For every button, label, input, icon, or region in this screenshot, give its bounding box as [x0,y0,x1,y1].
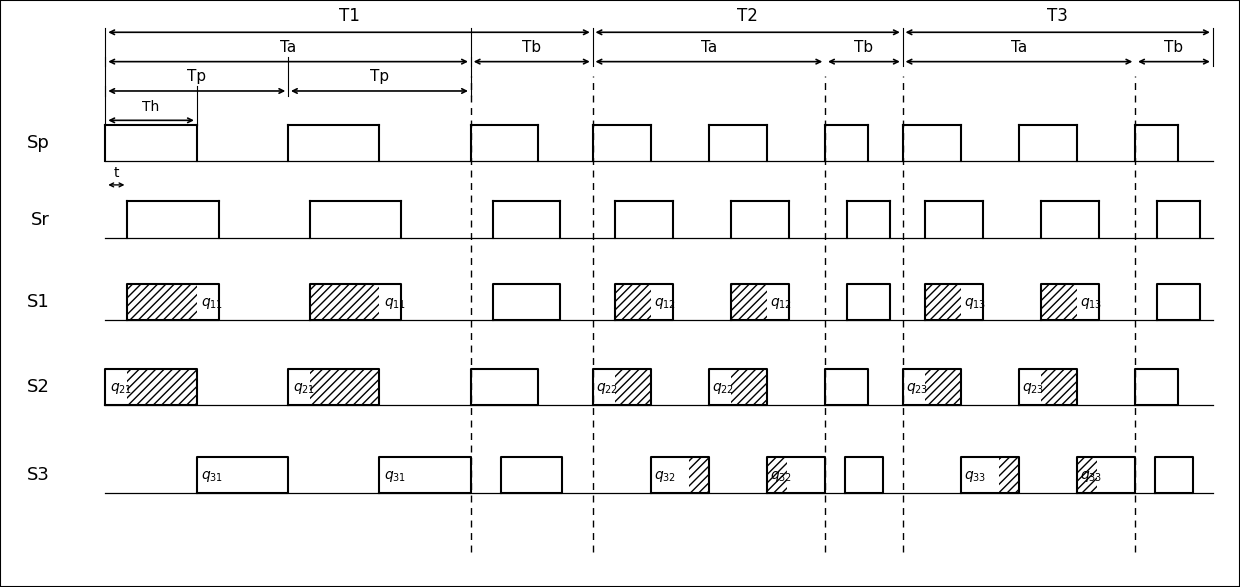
Text: T1: T1 [339,7,360,25]
Bar [730,369,768,405]
Text: Th: Th [143,100,160,114]
Bar [925,284,961,320]
Text: Tb: Tb [522,39,542,55]
Text: $q_{22}$: $q_{22}$ [595,381,618,396]
Bar [310,369,379,405]
Text: $q_{11}$: $q_{11}$ [384,296,407,311]
Bar [768,457,787,493]
Text: $q_{22}$: $q_{22}$ [712,381,734,396]
Text: Tb: Tb [1164,39,1183,55]
Text: $q_{12}$: $q_{12}$ [770,296,792,311]
Bar [730,284,768,320]
Text: $q_{13}$: $q_{13}$ [963,296,986,311]
Text: $q_{32}$: $q_{32}$ [770,469,792,484]
Bar [925,369,961,405]
Text: Ta: Ta [1011,39,1027,55]
Text: $q_{33}$: $q_{33}$ [1080,469,1102,484]
Text: Tp: Tp [187,69,206,84]
Text: S2: S2 [27,378,50,396]
Bar [615,284,651,320]
Text: Ta: Ta [701,39,717,55]
Text: Sr: Sr [31,211,50,228]
Text: Tb: Tb [854,39,873,55]
Bar [998,457,1019,493]
Bar [1040,284,1078,320]
Bar [128,369,197,405]
Text: $q_{12}$: $q_{12}$ [653,296,676,311]
Text: S1: S1 [27,293,50,311]
Text: Sp: Sp [27,134,50,152]
Text: $q_{31}$: $q_{31}$ [201,469,223,484]
Text: $q_{23}$: $q_{23}$ [1022,381,1044,396]
Text: $q_{21}$: $q_{21}$ [110,381,133,396]
Text: $q_{23}$: $q_{23}$ [905,381,928,396]
Bar [128,284,197,320]
Bar [310,284,379,320]
Text: $q_{13}$: $q_{13}$ [1080,296,1102,311]
Text: S3: S3 [27,466,50,484]
Text: $q_{32}$: $q_{32}$ [653,469,676,484]
Text: $q_{33}$: $q_{33}$ [963,469,986,484]
Text: t: t [114,166,119,180]
Bar [615,369,651,405]
Bar [1040,369,1078,405]
Text: T2: T2 [738,7,758,25]
Text: Ta: Ta [280,39,296,55]
Text: T3: T3 [1048,7,1068,25]
Bar [688,457,709,493]
Text: $q_{31}$: $q_{31}$ [384,469,407,484]
Text: $q_{11}$: $q_{11}$ [201,296,223,311]
Text: Tp: Tp [370,69,389,84]
Bar [1078,457,1097,493]
Text: $q_{21}$: $q_{21}$ [293,381,315,396]
